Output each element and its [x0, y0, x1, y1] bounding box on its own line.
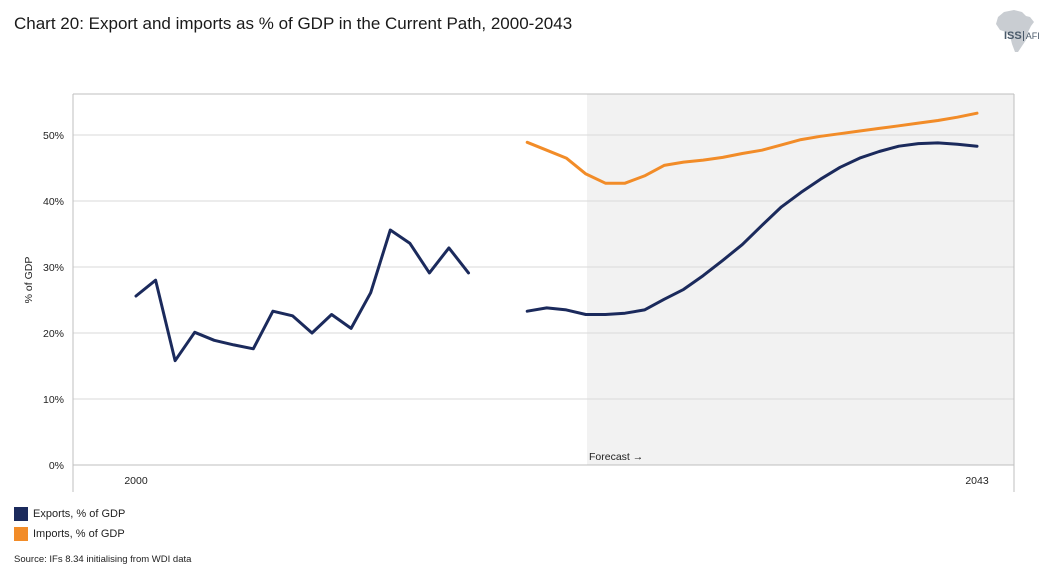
- chart: 0% 10% 20% 30% 40% 50% % of GDP Forecast → 2000 2…: [23, 93, 1015, 492]
- forecast-region: [587, 94, 1014, 465]
- y-tick-label: 0%: [49, 460, 64, 472]
- legend-label: Exports, % of GDP: [33, 508, 126, 520]
- legend-swatch: [14, 507, 28, 521]
- legend-item-imports: Imports, % of GDP: [14, 524, 125, 544]
- imports-series-line-1: [525, 111, 979, 185]
- y-axis-label: % of GDP: [23, 257, 35, 304]
- y-tick-label: 10%: [43, 394, 64, 406]
- y-tick-label: 40%: [43, 196, 64, 208]
- x-tick-label: 2000: [124, 475, 148, 487]
- legend-item-exports: Exports, % of GDP: [14, 504, 125, 524]
- legend: Exports, % of GDP Imports, % of GDP: [14, 504, 125, 544]
- exports-series-line-1: [134, 228, 470, 363]
- legend-label: Imports, % of GDP: [33, 528, 125, 540]
- logo-text: ISS AFI: [1004, 30, 1040, 42]
- exports-series-line-2: [525, 141, 979, 316]
- africa-map-icon: [996, 10, 1034, 52]
- y-tick-label: 50%: [43, 130, 64, 142]
- forecast-label: Forecast →: [589, 451, 643, 463]
- chart-title: Chart 20: Export and imports as % of GDP…: [14, 14, 573, 33]
- y-tick-label: 30%: [43, 262, 64, 274]
- legend-swatch: [14, 527, 28, 541]
- y-tick-label: 20%: [43, 328, 64, 340]
- source-note: Source: IFs 8.34 initialising from WDI d…: [14, 554, 192, 565]
- x-tick-label: 2043: [965, 475, 989, 487]
